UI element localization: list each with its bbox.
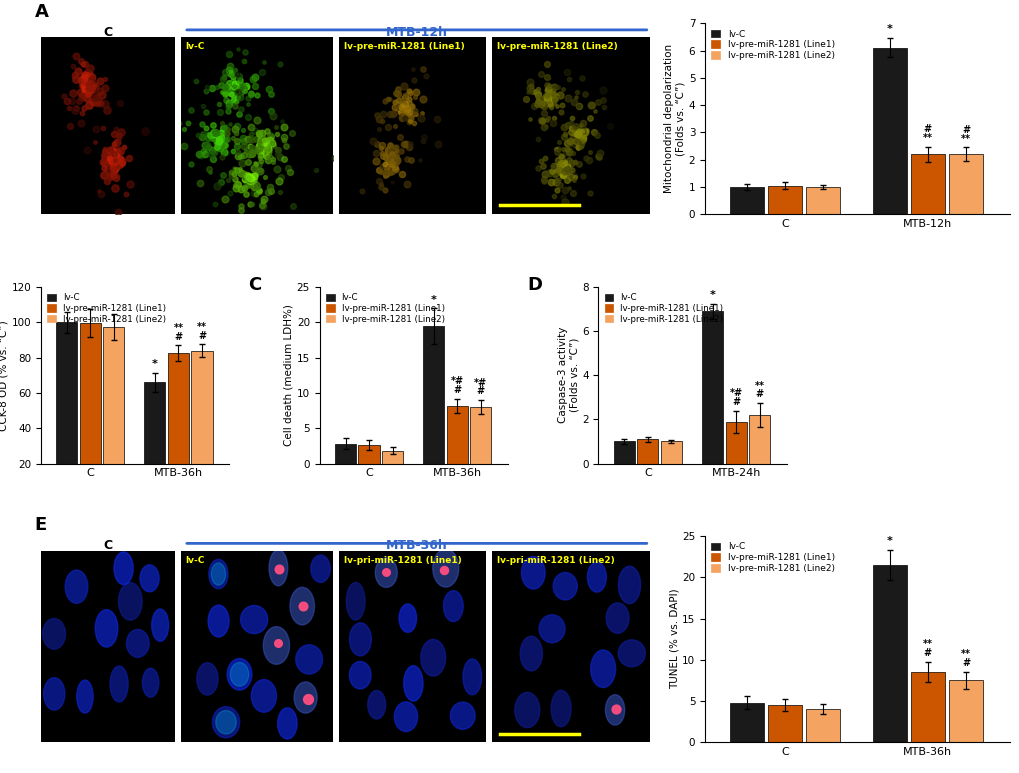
Bar xyxy=(423,326,444,464)
Bar xyxy=(168,353,189,499)
Bar xyxy=(79,323,101,499)
Bar xyxy=(339,36,485,214)
Bar xyxy=(470,407,491,464)
Legend: lv-C, lv-pre-miR-1281 (Line1), lv-pre-miR-1281 (Line2): lv-C, lv-pre-miR-1281 (Line1), lv-pre-mi… xyxy=(709,28,836,62)
Bar xyxy=(872,48,906,214)
Bar xyxy=(192,351,212,499)
Text: A: A xyxy=(35,3,49,22)
Bar xyxy=(805,709,840,742)
Legend: lv-C, lv-pre-miR-1281 (Line1), lv-pre-miR-1281 (Line2): lv-C, lv-pre-miR-1281 (Line1), lv-pre-mi… xyxy=(324,291,446,325)
Text: *#
#: *# # xyxy=(729,388,742,407)
Bar xyxy=(948,680,982,742)
Bar xyxy=(446,406,468,464)
Text: **
#: ** # xyxy=(173,323,183,342)
Bar xyxy=(748,415,769,464)
Y-axis label: Caspase-3 activity
(Folds vs. “C”): Caspase-3 activity (Folds vs. “C”) xyxy=(557,327,579,424)
Text: **
#: ** # xyxy=(922,639,932,658)
Text: E: E xyxy=(35,516,47,534)
Bar xyxy=(805,187,840,214)
Bar xyxy=(41,36,174,214)
Bar xyxy=(637,439,658,464)
Bar xyxy=(730,187,763,214)
Bar xyxy=(334,444,356,464)
Bar xyxy=(730,703,763,742)
Bar xyxy=(701,312,722,464)
Text: *#
#: *# # xyxy=(474,378,487,397)
Bar xyxy=(767,705,801,742)
Text: *: * xyxy=(709,290,715,300)
Bar xyxy=(144,383,165,499)
Bar xyxy=(358,445,379,464)
Text: *#
#: *# # xyxy=(450,376,464,395)
Y-axis label: CCK-8 OD (% vs. “C”): CCK-8 OD (% vs. “C”) xyxy=(0,320,8,431)
Text: **
#: ** # xyxy=(960,649,970,668)
Bar xyxy=(660,441,682,464)
Bar xyxy=(41,550,174,742)
Text: D: D xyxy=(527,277,541,295)
Legend: lv-C, lv-pre-miR-1281 (Line1), lv-pre-miR-1281 (Line2): lv-C, lv-pre-miR-1281 (Line1), lv-pre-mi… xyxy=(45,291,167,325)
Y-axis label: Cell death (medium LDH%): Cell death (medium LDH%) xyxy=(283,305,293,446)
Bar xyxy=(339,550,485,742)
Bar xyxy=(767,186,801,214)
Y-axis label: Mitochondrial depolarization
(Folds vs. “C”): Mitochondrial depolarization (Folds vs. … xyxy=(663,44,686,193)
Text: #
**: # ** xyxy=(960,125,970,144)
Bar xyxy=(56,322,77,499)
Text: *: * xyxy=(430,295,436,305)
Bar xyxy=(180,36,333,214)
Text: MTB-36h: MTB-36h xyxy=(385,540,447,552)
Text: C: C xyxy=(103,540,112,552)
Bar xyxy=(872,565,906,742)
Text: *: * xyxy=(886,536,892,546)
Text: *: * xyxy=(886,25,892,34)
Legend: lv-C, lv-pre-miR-1281 (Line1), lv-pre-miR-1281 (Line2): lv-C, lv-pre-miR-1281 (Line1), lv-pre-mi… xyxy=(602,291,725,325)
Text: **
#: ** # xyxy=(197,322,207,341)
Bar xyxy=(382,451,403,464)
Bar xyxy=(910,155,945,214)
Bar xyxy=(491,550,649,742)
Bar xyxy=(103,327,124,499)
Bar xyxy=(491,36,649,214)
Bar xyxy=(725,421,746,464)
Text: C: C xyxy=(103,26,112,39)
Text: MTB-12h: MTB-12h xyxy=(385,26,447,39)
Bar xyxy=(613,441,635,464)
Text: **
#: ** # xyxy=(754,380,764,400)
Bar xyxy=(948,155,982,214)
Text: *: * xyxy=(152,359,158,369)
Text: C: C xyxy=(248,277,261,295)
Bar xyxy=(180,550,333,742)
Text: #
**: # ** xyxy=(922,124,932,143)
Y-axis label: TUNEL (% vs. DAPI): TUNEL (% vs. DAPI) xyxy=(668,589,679,690)
Legend: lv-C, lv-pre-miR-1281 (Line1), lv-pre-miR-1281 (Line2): lv-C, lv-pre-miR-1281 (Line1), lv-pre-mi… xyxy=(709,540,836,575)
Bar xyxy=(910,672,945,742)
